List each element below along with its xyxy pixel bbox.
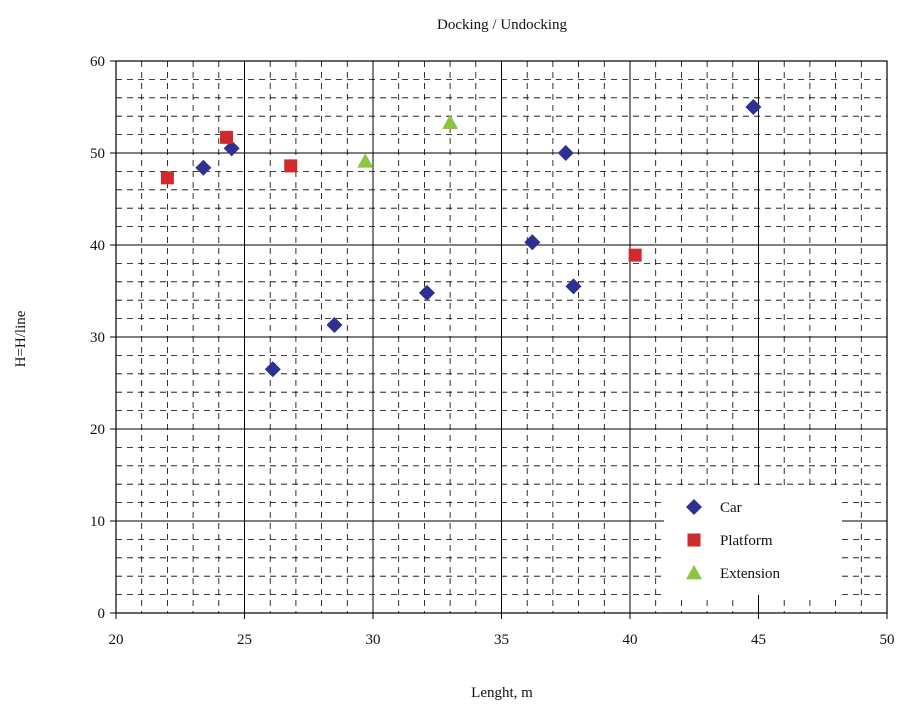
- legend: Car Platform Extension: [664, 485, 842, 595]
- car-point: [326, 317, 343, 334]
- x-axis-label: Lenght, m: [471, 685, 533, 701]
- chart-title: Docking / Undocking: [437, 17, 567, 33]
- x-tick-label: 50: [880, 632, 895, 648]
- x-tick-label: 30: [366, 632, 381, 648]
- car-point: [264, 361, 281, 378]
- y-tick-label: 60: [90, 54, 105, 70]
- y-tick-label: 40: [90, 238, 105, 254]
- legend-extension-label: Extension: [720, 566, 780, 582]
- y-tick-label: 20: [90, 422, 105, 438]
- extension-point: [442, 114, 459, 130]
- platform-point: [284, 159, 298, 173]
- car-point: [745, 99, 762, 115]
- car-point: [557, 145, 574, 161]
- platform-point: [160, 171, 174, 185]
- car-point: [418, 284, 435, 301]
- legend-platform-label: Platform: [720, 533, 773, 549]
- car-point: [565, 278, 582, 295]
- legend-extension-marker: [686, 565, 702, 580]
- y-tick-label: 50: [90, 146, 105, 162]
- data-points: [160, 99, 762, 378]
- x-tick-label: 45: [751, 632, 766, 648]
- x-tick-label: 25: [237, 632, 252, 648]
- y-axis-label: H=H/line: [13, 310, 29, 367]
- y-tick-label: 0: [98, 606, 106, 622]
- x-tick-label: 40: [623, 632, 638, 648]
- legend-car-marker: [686, 499, 702, 515]
- car-point: [223, 140, 240, 157]
- car-point: [524, 234, 541, 251]
- axis-ticks: 20 25 30 35 40 45 50 0 10 20 30 40 50 60: [90, 54, 895, 648]
- car-point: [195, 159, 212, 176]
- legend-platform-marker: [687, 533, 701, 547]
- y-tick-label: 10: [90, 514, 105, 530]
- platform-point: [220, 130, 234, 144]
- platform-point: [628, 248, 642, 262]
- y-tick-label: 30: [90, 330, 105, 346]
- legend-car-label: Car: [720, 500, 742, 516]
- extension-point: [357, 153, 374, 168]
- x-tick-label: 20: [109, 632, 124, 648]
- x-tick-label: 35: [494, 632, 509, 648]
